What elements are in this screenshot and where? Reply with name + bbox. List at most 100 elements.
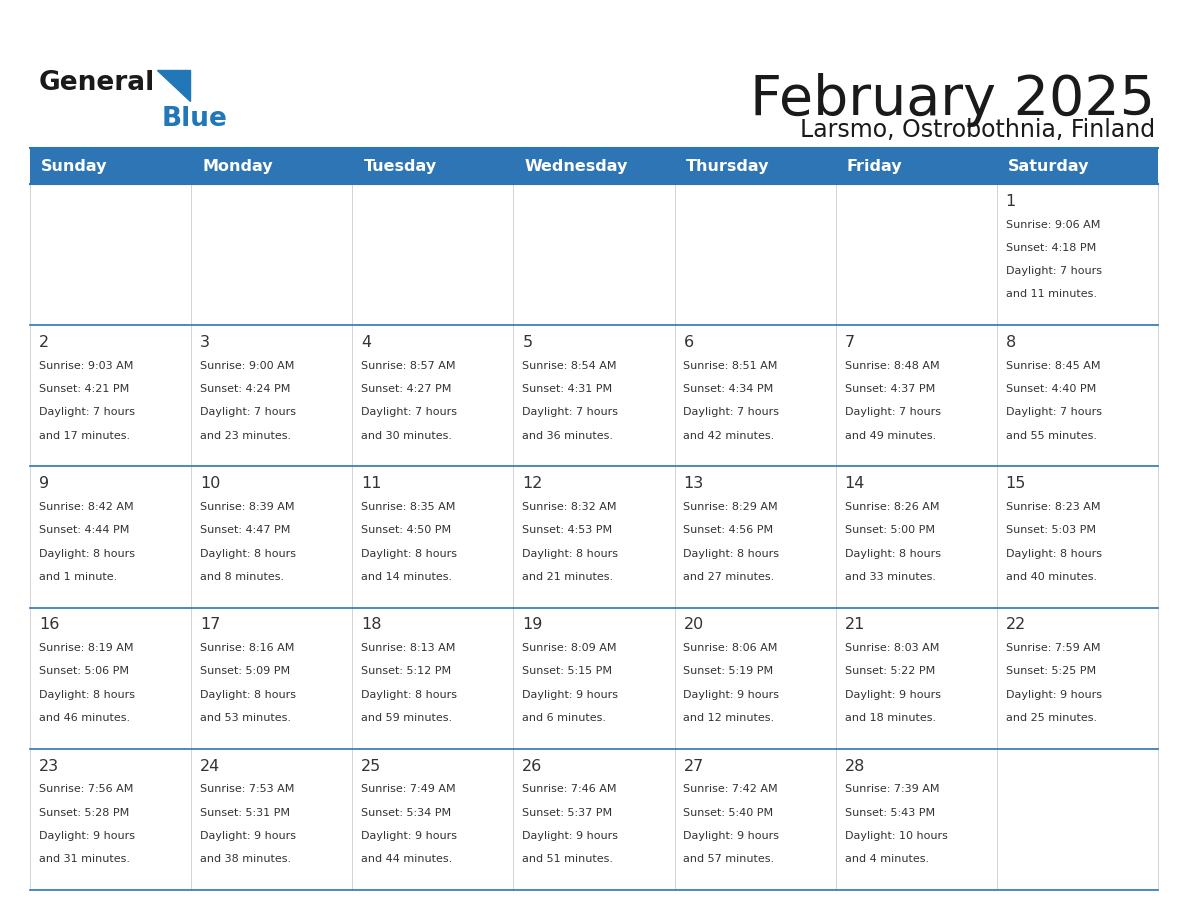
Bar: [353, 148, 513, 184]
Text: 13: 13: [683, 476, 703, 491]
Text: Daylight: 7 hours: Daylight: 7 hours: [1006, 266, 1101, 276]
Text: Sunrise: 7:53 AM: Sunrise: 7:53 AM: [200, 784, 295, 794]
Text: Daylight: 8 hours: Daylight: 8 hours: [39, 689, 135, 700]
Bar: [675, 148, 835, 184]
Text: Sunrise: 8:57 AM: Sunrise: 8:57 AM: [361, 361, 456, 371]
Text: Daylight: 8 hours: Daylight: 8 hours: [361, 689, 457, 700]
Text: Sunset: 5:09 PM: Sunset: 5:09 PM: [200, 666, 290, 677]
Text: and 42 minutes.: and 42 minutes.: [683, 431, 775, 441]
Text: Sunset: 5:22 PM: Sunset: 5:22 PM: [845, 666, 935, 677]
Text: Sunset: 4:47 PM: Sunset: 4:47 PM: [200, 525, 290, 535]
Text: and 46 minutes.: and 46 minutes.: [39, 713, 129, 723]
Text: Daylight: 8 hours: Daylight: 8 hours: [845, 549, 941, 558]
Text: Sunrise: 8:26 AM: Sunrise: 8:26 AM: [845, 502, 939, 512]
Text: 12: 12: [523, 476, 543, 491]
Text: 2: 2: [39, 335, 49, 350]
Text: Daylight: 7 hours: Daylight: 7 hours: [39, 408, 135, 418]
Text: Sunset: 5:40 PM: Sunset: 5:40 PM: [683, 808, 773, 818]
Text: 26: 26: [523, 758, 543, 774]
Text: Sunset: 4:31 PM: Sunset: 4:31 PM: [523, 384, 613, 394]
Bar: [997, 148, 1158, 184]
Text: 16: 16: [39, 618, 59, 633]
Text: and 38 minutes.: and 38 minutes.: [200, 855, 291, 864]
Text: 9: 9: [39, 476, 49, 491]
Text: Daylight: 9 hours: Daylight: 9 hours: [683, 831, 779, 841]
Text: Daylight: 7 hours: Daylight: 7 hours: [683, 408, 779, 418]
Text: Sunrise: 8:29 AM: Sunrise: 8:29 AM: [683, 502, 778, 512]
Text: Sunrise: 8:48 AM: Sunrise: 8:48 AM: [845, 361, 940, 371]
Text: 8: 8: [1006, 335, 1016, 350]
Text: Sunset: 4:24 PM: Sunset: 4:24 PM: [200, 384, 290, 394]
Text: Sunday: Sunday: [42, 159, 108, 174]
Text: Daylight: 9 hours: Daylight: 9 hours: [523, 831, 618, 841]
Text: Sunrise: 8:32 AM: Sunrise: 8:32 AM: [523, 502, 617, 512]
Text: Sunrise: 8:42 AM: Sunrise: 8:42 AM: [39, 502, 133, 512]
Text: Daylight: 8 hours: Daylight: 8 hours: [523, 549, 618, 558]
Text: 22: 22: [1006, 618, 1026, 633]
Text: and 6 minutes.: and 6 minutes.: [523, 713, 606, 723]
Text: Sunset: 4:50 PM: Sunset: 4:50 PM: [361, 525, 451, 535]
Text: Sunset: 5:28 PM: Sunset: 5:28 PM: [39, 808, 129, 818]
Text: Sunrise: 8:39 AM: Sunrise: 8:39 AM: [200, 502, 295, 512]
Text: Sunrise: 8:23 AM: Sunrise: 8:23 AM: [1006, 502, 1100, 512]
Bar: [835, 148, 997, 184]
Text: and 27 minutes.: and 27 minutes.: [683, 572, 775, 582]
Bar: [30, 749, 1158, 890]
Bar: [30, 608, 1158, 749]
Text: and 53 minutes.: and 53 minutes.: [200, 713, 291, 723]
Text: Sunrise: 7:42 AM: Sunrise: 7:42 AM: [683, 784, 778, 794]
Text: Larsmo, Ostrobothnia, Finland: Larsmo, Ostrobothnia, Finland: [800, 118, 1155, 142]
Polygon shape: [157, 70, 190, 101]
Text: Daylight: 7 hours: Daylight: 7 hours: [361, 408, 457, 418]
Text: Sunrise: 8:06 AM: Sunrise: 8:06 AM: [683, 644, 778, 653]
Text: Daylight: 9 hours: Daylight: 9 hours: [683, 689, 779, 700]
Text: Sunrise: 8:03 AM: Sunrise: 8:03 AM: [845, 644, 939, 653]
Text: Sunrise: 8:19 AM: Sunrise: 8:19 AM: [39, 644, 133, 653]
Text: Sunrise: 8:09 AM: Sunrise: 8:09 AM: [523, 644, 617, 653]
Text: Sunset: 4:53 PM: Sunset: 4:53 PM: [523, 525, 613, 535]
Text: 14: 14: [845, 476, 865, 491]
Text: 6: 6: [683, 335, 694, 350]
Text: February 2025: February 2025: [750, 73, 1155, 127]
Text: 3: 3: [200, 335, 210, 350]
Text: Daylight: 7 hours: Daylight: 7 hours: [200, 408, 296, 418]
Text: 5: 5: [523, 335, 532, 350]
Text: 18: 18: [361, 618, 381, 633]
Text: Sunrise: 7:59 AM: Sunrise: 7:59 AM: [1006, 644, 1100, 653]
Text: and 44 minutes.: and 44 minutes.: [361, 855, 453, 864]
Bar: [30, 325, 1158, 466]
Text: Sunrise: 8:54 AM: Sunrise: 8:54 AM: [523, 361, 617, 371]
Text: 21: 21: [845, 618, 865, 633]
Text: and 36 minutes.: and 36 minutes.: [523, 431, 613, 441]
Text: General: General: [39, 70, 154, 96]
Text: Blue: Blue: [162, 106, 228, 132]
Text: Tuesday: Tuesday: [364, 159, 437, 174]
Text: Sunset: 4:21 PM: Sunset: 4:21 PM: [39, 384, 129, 394]
Text: 28: 28: [845, 758, 865, 774]
Text: Daylight: 7 hours: Daylight: 7 hours: [845, 408, 941, 418]
Text: Saturday: Saturday: [1009, 159, 1089, 174]
Text: Sunrise: 7:56 AM: Sunrise: 7:56 AM: [39, 784, 133, 794]
Text: Daylight: 8 hours: Daylight: 8 hours: [39, 549, 135, 558]
Text: and 1 minute.: and 1 minute.: [39, 572, 118, 582]
Text: and 21 minutes.: and 21 minutes.: [523, 572, 613, 582]
Text: Daylight: 8 hours: Daylight: 8 hours: [1006, 549, 1101, 558]
Text: Sunrise: 7:46 AM: Sunrise: 7:46 AM: [523, 784, 617, 794]
Text: Sunset: 4:40 PM: Sunset: 4:40 PM: [1006, 384, 1097, 394]
Text: Daylight: 9 hours: Daylight: 9 hours: [523, 689, 618, 700]
Text: 4: 4: [361, 335, 372, 350]
Text: Sunset: 5:25 PM: Sunset: 5:25 PM: [1006, 666, 1095, 677]
Text: Daylight: 9 hours: Daylight: 9 hours: [200, 831, 296, 841]
Text: Daylight: 9 hours: Daylight: 9 hours: [845, 689, 941, 700]
Text: and 23 minutes.: and 23 minutes.: [200, 431, 291, 441]
Bar: [30, 148, 191, 184]
Text: Daylight: 9 hours: Daylight: 9 hours: [1006, 689, 1101, 700]
Text: Sunset: 4:34 PM: Sunset: 4:34 PM: [683, 384, 773, 394]
Text: Daylight: 7 hours: Daylight: 7 hours: [523, 408, 618, 418]
Text: 23: 23: [39, 758, 59, 774]
Text: and 49 minutes.: and 49 minutes.: [845, 431, 936, 441]
Text: and 31 minutes.: and 31 minutes.: [39, 855, 129, 864]
Text: Monday: Monday: [202, 159, 273, 174]
Text: Daylight: 8 hours: Daylight: 8 hours: [200, 689, 296, 700]
Text: Sunrise: 8:45 AM: Sunrise: 8:45 AM: [1006, 361, 1100, 371]
